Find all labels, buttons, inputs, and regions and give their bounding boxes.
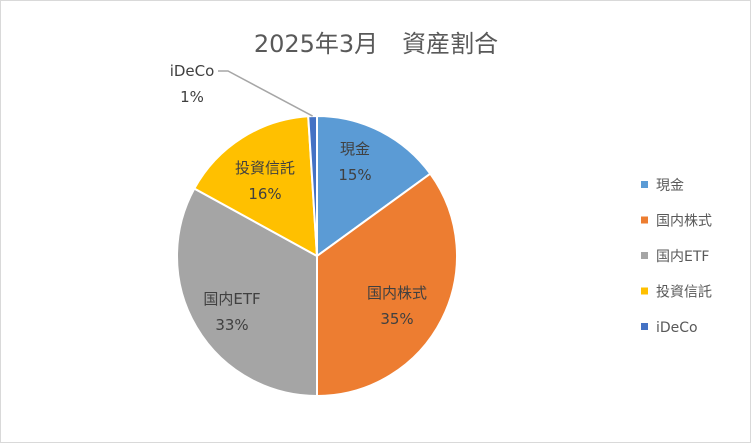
legend-swatch-cash — [641, 181, 648, 188]
legend-swatch-domestic-stocks — [641, 216, 648, 224]
data-labels: 現金 15% 国内株式 35% 国内ETF 33% 投資信託 16% iDeCo 1% — [170, 62, 427, 334]
data-label-value-domestic-etf: 33% — [215, 316, 248, 334]
data-label-value-cash: 15% — [338, 166, 371, 184]
legend-swatch-domestic-etf — [641, 252, 648, 259]
data-label-name-ideco: iDeCo — [170, 62, 215, 80]
data-label-name-investment-trust: 投資信託 — [235, 159, 295, 177]
pie-slice-cash — [316, 114, 432, 258]
data-label-value-domestic-stocks: 35% — [380, 310, 413, 328]
legend-label-investment-trust: 投資信託 — [656, 285, 712, 301]
pie-slices — [176, 114, 458, 398]
legend-label-cash: 現金 — [656, 178, 684, 194]
data-label-name-cash: 現金 — [340, 140, 370, 158]
legend-swatch-investment-trust — [641, 287, 648, 295]
data-label-name-domestic-stocks: 国内株式 — [367, 284, 427, 302]
chart-title: 2025年3月 資産割合 — [254, 30, 498, 58]
data-label-name-domestic-etf: 国内ETF — [203, 290, 260, 308]
data-label-value-investment-trust: 16% — [248, 185, 281, 203]
legend-label-domestic-etf: 国内ETF — [656, 249, 709, 265]
legend-label-ideco: iDeCo — [656, 320, 698, 336]
legend-swatch-ideco — [641, 323, 648, 330]
pie-slice-domestic-etf — [176, 187, 318, 398]
leader-lines — [218, 70, 313, 117]
pie-slice-investment-trust — [192, 115, 319, 258]
pie-slice-domestic-stocks — [316, 172, 458, 398]
leader-line-ideco — [218, 70, 313, 117]
legend-label-domestic-stocks: 国内株式 — [656, 214, 712, 230]
data-label-value-ideco: 1% — [180, 88, 204, 106]
